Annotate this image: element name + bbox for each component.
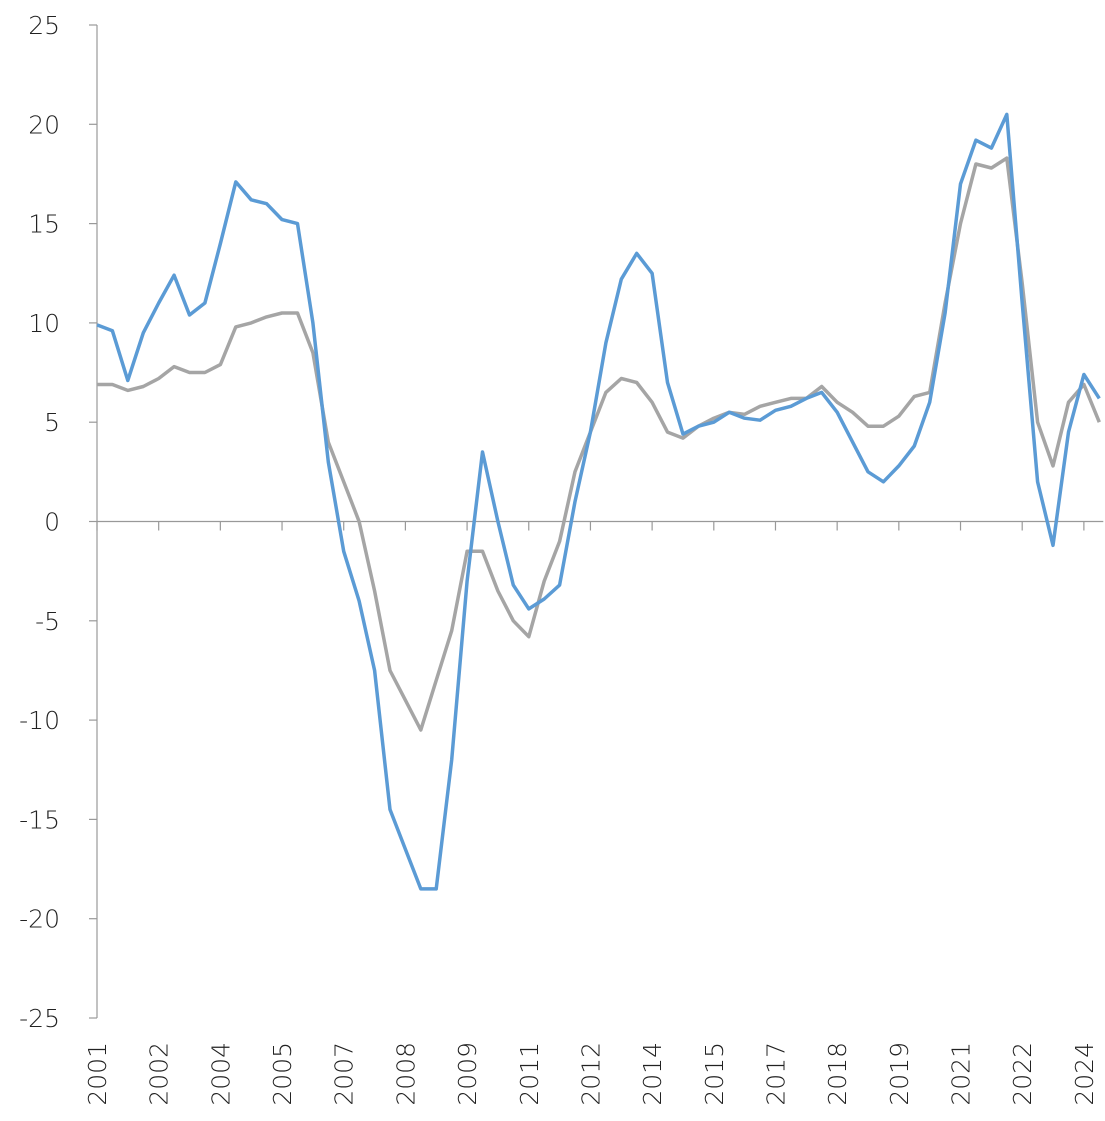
x-tick-label: 2017 <box>761 1042 790 1106</box>
y-tick-label: -5 <box>35 607 60 636</box>
x-tick-label: 2005 <box>268 1042 297 1106</box>
x-tick-label: 2014 <box>638 1042 667 1106</box>
x-tick-label: 2024 <box>1070 1042 1099 1106</box>
x-tick-label: 2004 <box>206 1042 235 1106</box>
y-tick-label: 0 <box>44 508 60 537</box>
y-tick-label: 20 <box>28 110 60 139</box>
x-tick-label: 2018 <box>823 1042 852 1106</box>
x-tick-label: 2008 <box>391 1042 420 1106</box>
y-tick-label: -25 <box>19 1004 60 1033</box>
x-tick-label: 2015 <box>700 1042 729 1106</box>
y-tick-label: -20 <box>19 905 60 934</box>
x-tick-label: 2007 <box>330 1042 359 1106</box>
x-tick-label: 2001 <box>83 1042 112 1106</box>
x-tick-label: 2011 <box>515 1042 544 1106</box>
x-tick-label: 2002 <box>145 1042 174 1106</box>
y-tick-label: 25 <box>28 11 60 40</box>
y-tick-label: 10 <box>28 309 60 338</box>
x-tick-label: 2009 <box>453 1042 482 1106</box>
series-line <box>96 112 1101 891</box>
series-line <box>97 156 1101 732</box>
y-tick-label: 15 <box>28 210 60 239</box>
y-tick-label: -10 <box>19 706 60 735</box>
x-tick-label: 2021 <box>947 1042 976 1106</box>
x-tick-label: 2019 <box>885 1042 914 1106</box>
y-tick-label: 5 <box>44 408 60 437</box>
x-tick-label: 2022 <box>1008 1042 1037 1106</box>
x-tick-label: 2012 <box>576 1042 605 1106</box>
y-tick-label: -15 <box>19 805 60 834</box>
